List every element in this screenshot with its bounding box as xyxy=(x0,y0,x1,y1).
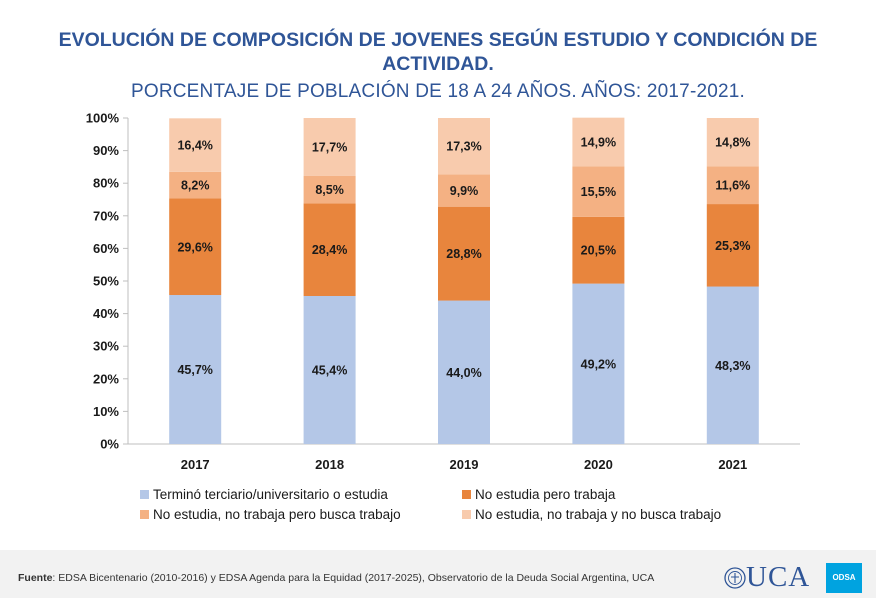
data-label: 15,5% xyxy=(581,185,616,199)
data-label: 8,2% xyxy=(181,179,210,193)
y-tick-label: 70% xyxy=(93,208,119,223)
data-label: 49,2% xyxy=(581,357,616,371)
bar-segment xyxy=(169,171,222,199)
data-label: 17,3% xyxy=(446,140,481,154)
bar-segment xyxy=(706,286,759,444)
legend-label: No estudia, no trabaja y no busca trabaj… xyxy=(475,507,722,522)
uca-logo: UCA xyxy=(746,561,811,593)
data-label: 20,5% xyxy=(581,244,616,258)
y-tick-label: 0% xyxy=(100,437,119,452)
bar-segment xyxy=(438,118,490,175)
stacked-bar-chart: 0% 10% 20% 30% 40% 50% 60% 70% 80% 90% 100% 45,7% 29… xyxy=(86,111,800,472)
data-label: 14,9% xyxy=(581,135,616,149)
bar-segment xyxy=(572,283,625,444)
data-label: 28,4% xyxy=(312,243,347,257)
data-label: 11,6% xyxy=(715,179,750,193)
data-label: 48,3% xyxy=(715,359,750,373)
y-tick-label: 60% xyxy=(93,241,119,256)
legend-item: No estudia, no trabaja pero busca trabaj… xyxy=(140,507,401,522)
data-label: 29,6% xyxy=(177,240,212,254)
source-note: Fuente: EDSA Bicentenario (2010-2016) y … xyxy=(18,572,654,584)
legend-swatch xyxy=(140,509,149,519)
y-tick-label: 40% xyxy=(93,306,119,321)
footer-bar: Fuente: EDSA Bicentenario (2010-2016) y … xyxy=(0,550,876,598)
bar-segment xyxy=(572,117,625,167)
y-tick-label: 20% xyxy=(93,371,119,386)
bar-segment xyxy=(438,300,490,444)
bar-segment xyxy=(438,174,490,207)
x-tick-label: 2020 xyxy=(584,457,613,472)
bar-segment xyxy=(438,206,490,301)
legend-item: Terminó terciario/universitario o estudi… xyxy=(140,487,388,502)
source-text: : EDSA Bicentenario (2010-2016) y EDSA A… xyxy=(52,572,655,584)
bar-segment xyxy=(706,204,759,287)
legend-label: Terminó terciario/universitario o estudi… xyxy=(153,487,388,502)
data-label: 8,5% xyxy=(315,183,344,197)
bar-segment xyxy=(572,166,625,217)
data-label: 25,3% xyxy=(715,239,750,253)
y-tick-label: 90% xyxy=(93,143,119,158)
data-label: 28,8% xyxy=(446,247,481,261)
data-label: 14,8% xyxy=(715,136,750,150)
data-label: 45,7% xyxy=(177,363,212,377)
y-tick-label: 30% xyxy=(93,339,119,354)
data-label: 16,4% xyxy=(177,139,212,153)
legend-item: No estudia, no trabaja y no busca trabaj… xyxy=(462,507,721,522)
legend-label: No estudia pero trabaja xyxy=(475,487,616,502)
bar-segment xyxy=(169,198,222,296)
data-label: 45,4% xyxy=(312,363,347,377)
bar-segment xyxy=(303,203,356,296)
legend-item: No estudia pero trabaja xyxy=(462,487,615,502)
y-tick-label: 10% xyxy=(93,404,119,419)
legend-label: No estudia, no trabaja pero busca trabaj… xyxy=(153,507,401,522)
odsa-badge: ODSA xyxy=(826,563,862,593)
y-tick-label: 50% xyxy=(93,274,119,289)
bar-segment xyxy=(169,118,222,172)
chart-subtitle: PORCENTAJE DE POBLACIÓN DE 18 A 24 AÑOS.… xyxy=(130,81,746,102)
chart-title: EVOLUCIÓN DE COMPOSICIÓN DE JOVENES SEGÚ… xyxy=(58,29,818,75)
bar-segment xyxy=(303,295,356,444)
data-label: 17,7% xyxy=(312,140,347,154)
source-label: Fuente xyxy=(18,572,53,584)
bar-segment xyxy=(169,295,222,444)
bar-segment xyxy=(706,166,759,205)
x-tick-label: 2019 xyxy=(450,457,479,472)
data-label: 44,0% xyxy=(446,366,481,380)
x-tick-label: 2017 xyxy=(181,457,210,472)
data-label: 9,9% xyxy=(450,184,479,198)
uca-seal-icon xyxy=(724,567,746,589)
bar-segment xyxy=(303,118,356,176)
x-tick-label: 2021 xyxy=(718,457,747,472)
legend-swatch xyxy=(462,489,471,499)
x-tick-label: 2018 xyxy=(315,457,344,472)
bar-segment xyxy=(572,216,625,284)
y-tick-label: 80% xyxy=(93,176,119,191)
legend-swatch xyxy=(462,509,471,519)
bar-segment xyxy=(706,118,759,167)
y-tick-label: 100% xyxy=(86,111,120,126)
legend-swatch xyxy=(140,489,149,499)
bar-segment xyxy=(303,175,356,204)
